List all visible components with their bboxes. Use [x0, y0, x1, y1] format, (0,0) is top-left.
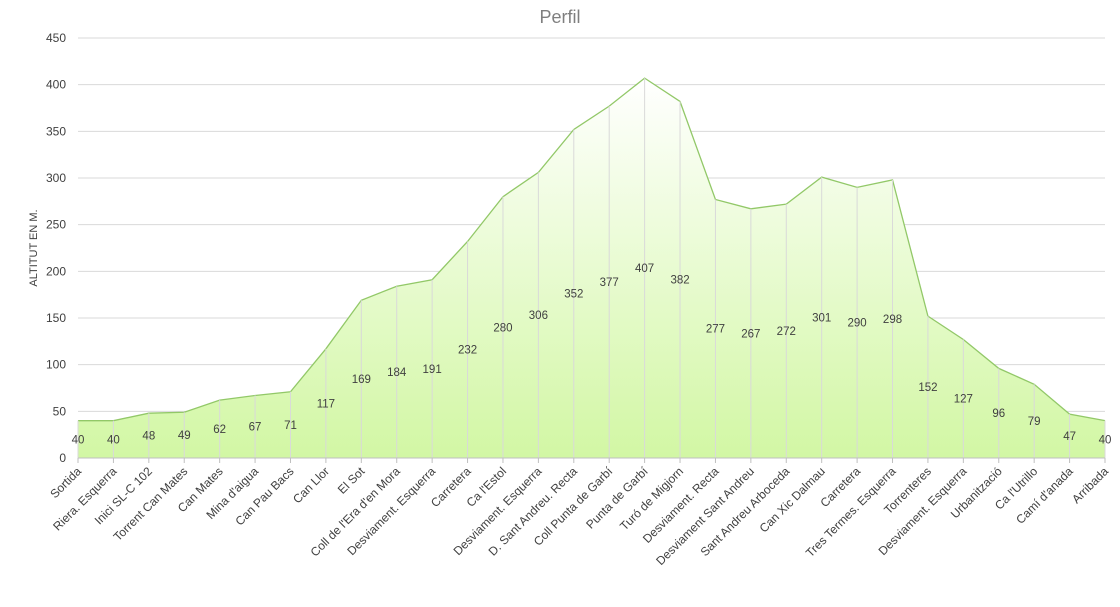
- data-label: 49: [178, 430, 191, 442]
- data-label: 152: [918, 382, 937, 394]
- data-label: 40: [107, 434, 120, 446]
- data-label: 48: [142, 431, 155, 443]
- y-tick-label: 400: [46, 78, 66, 92]
- data-label: 352: [564, 289, 583, 301]
- chart-title: Perfil: [539, 7, 580, 27]
- data-label: 306: [529, 310, 548, 322]
- y-axis-label: ALTITUT EN M.: [28, 209, 40, 286]
- data-label: 377: [600, 277, 619, 289]
- data-label: 280: [493, 322, 512, 334]
- y-tick-label: 50: [53, 404, 67, 418]
- data-label: 191: [423, 364, 442, 376]
- y-tick-label: 350: [46, 124, 66, 138]
- y-tick-label: 150: [46, 311, 66, 325]
- category-droplines: [77, 78, 1106, 458]
- data-label: 47: [1063, 431, 1076, 443]
- data-label: 232: [458, 345, 477, 357]
- y-tick-label: 0: [59, 451, 66, 465]
- area-fill: [78, 78, 1105, 458]
- x-tick-label: Punta de Garbí: [583, 464, 651, 532]
- data-label: 67: [249, 422, 262, 434]
- data-label: 407: [635, 263, 654, 275]
- y-tick-label: 250: [46, 218, 66, 232]
- x-tick-label: Can Llor: [290, 464, 332, 506]
- data-labels: 40 40 48 49 62 67 71 117 169 184 191 232 280 306 352 37…: [72, 263, 1112, 446]
- y-tick-label: 100: [46, 358, 66, 372]
- y-tick-label: 450: [46, 31, 66, 45]
- data-label: 71: [284, 420, 297, 432]
- data-label: 184: [387, 367, 407, 379]
- data-label: 40: [1099, 434, 1112, 446]
- data-label: 62: [213, 424, 226, 436]
- y-tick-label: 300: [46, 171, 66, 185]
- elevation-area: [78, 77, 1106, 458]
- data-label: 382: [670, 275, 689, 287]
- gridlines: 0 50 100 150 200 250 300 350 400 450: [46, 31, 1105, 465]
- data-label: 267: [741, 328, 760, 340]
- data-label: 290: [848, 318, 867, 330]
- data-label: 96: [992, 408, 1005, 420]
- data-label: 169: [352, 374, 371, 386]
- data-label: 277: [706, 324, 725, 336]
- x-tick-label: Arribada: [1069, 464, 1111, 506]
- data-label: 298: [883, 314, 902, 326]
- series-line: [78, 77, 1106, 422]
- data-label: 40: [72, 434, 85, 446]
- data-label: 79: [1028, 416, 1041, 428]
- data-label: 117: [317, 398, 335, 410]
- data-label: 127: [954, 394, 973, 406]
- y-tick-label: 200: [46, 264, 66, 278]
- data-label: 301: [812, 313, 831, 325]
- x-tick-label: El Sot: [335, 464, 368, 497]
- data-label: 272: [777, 326, 796, 338]
